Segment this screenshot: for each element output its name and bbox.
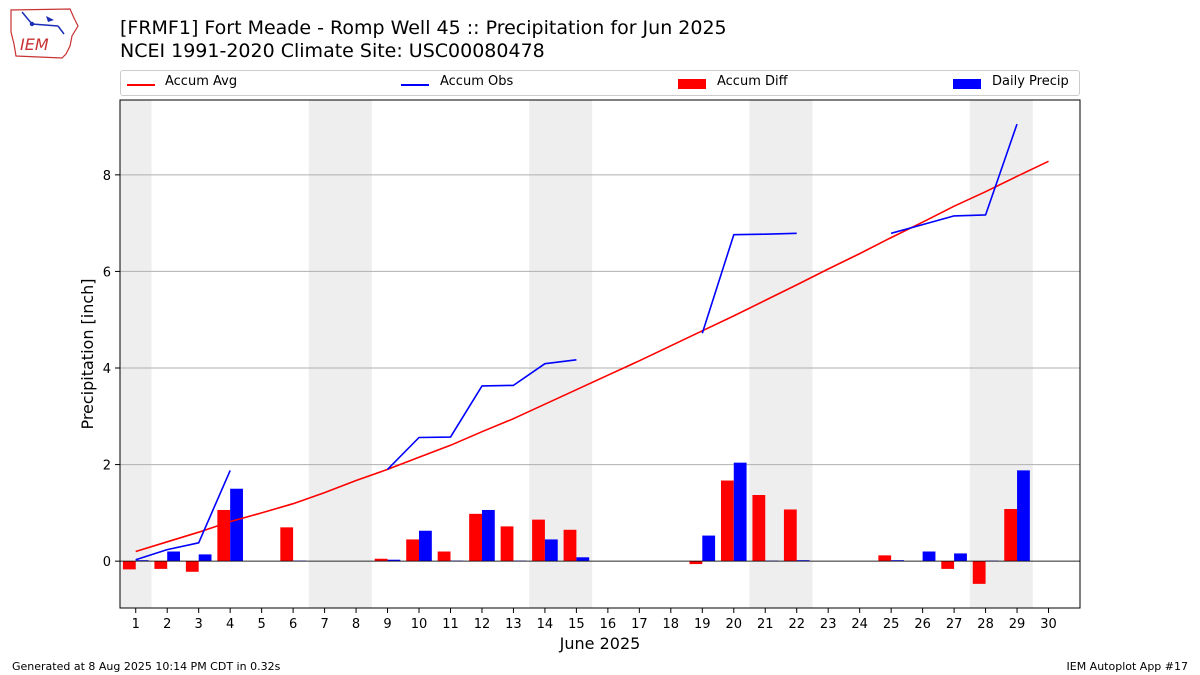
legend-line-accum-avg	[127, 84, 155, 86]
x-tick-label-17: 17	[631, 617, 648, 632]
x-tick-label-15: 15	[568, 617, 585, 632]
x-tick-label-8: 8	[352, 617, 360, 632]
x-tick-label-22: 22	[788, 617, 805, 632]
daily-bar-day-20	[733, 462, 747, 562]
x-tick-label-3: 3	[195, 617, 203, 632]
accum-avg-line	[135, 160, 1049, 553]
diff-bar-day-29	[1004, 509, 1018, 562]
daily-bar-day-22	[796, 560, 810, 562]
x-tick-label-28: 28	[977, 617, 994, 632]
diff-bar-day-27	[941, 561, 955, 569]
x-tick-label-10: 10	[411, 617, 428, 632]
legend-label-daily-precip: Daily Precip	[992, 74, 1069, 89]
iowa-map-icon: IEM	[10, 8, 79, 59]
diff-bar-day-2	[154, 561, 168, 569]
daily-bar-day-9	[387, 559, 401, 562]
x-tick-label-23: 23	[820, 617, 837, 632]
y-tick-label-2: 2	[103, 459, 111, 474]
x-tick-label-13: 13	[505, 617, 522, 632]
diff-bar-day-14	[532, 519, 545, 562]
legend-label-accum-obs: Accum Obs	[440, 74, 514, 89]
x-tick-label-30: 30	[1040, 617, 1057, 632]
legend-label-accum-avg: Accum Avg	[165, 74, 238, 89]
x-tick-label-25: 25	[883, 617, 900, 632]
x-tick-label-21: 21	[757, 617, 774, 632]
diff-bar-day-9	[374, 558, 388, 562]
x-tick-label-24: 24	[851, 617, 868, 632]
y-axis-label: Precipitation [inch]	[78, 278, 97, 429]
daily-bar-day-15	[576, 557, 590, 562]
x-tick-label-9: 9	[383, 617, 391, 632]
accum-obs-line	[135, 123, 1018, 561]
y-tick-label-4: 4	[103, 362, 111, 377]
legend-patch-accum-diff	[678, 79, 706, 89]
daily-bar-day-14	[544, 539, 558, 562]
x-tick-label-18: 18	[663, 617, 680, 632]
svg-text:IEM: IEM	[20, 35, 49, 54]
x-tick-label-27: 27	[946, 617, 963, 632]
legend-label-accum-diff: Accum Diff	[717, 74, 788, 89]
legend-patch-daily-precip	[953, 79, 981, 89]
x-tick-label-20: 20	[725, 617, 742, 632]
x-tick-label-16: 16	[600, 617, 617, 632]
daily-bar-day-25	[891, 560, 904, 562]
diff-bar-day-22	[783, 509, 797, 562]
weekend-shade-0	[120, 100, 152, 608]
y-tick-label-6: 6	[103, 265, 111, 280]
daily-bar-day-12	[481, 509, 495, 562]
diff-bar-day-6	[280, 527, 294, 562]
x-tick-label-14: 14	[537, 617, 554, 632]
diff-bar-day-13	[500, 526, 514, 562]
x-tick-label-19: 19	[694, 617, 711, 632]
footer-generated-text: Generated at 8 Aug 2025 10:14 PM CDT in …	[12, 660, 281, 673]
diff-bar-day-1	[122, 561, 136, 570]
legend-line-accum-obs	[401, 84, 429, 86]
daily-bar-day-4	[230, 488, 243, 562]
chart-title: [FRMF1] Fort Meade - Romp Well 45 :: Pre…	[120, 17, 727, 39]
chart-subtitle: NCEI 1991-2020 Climate Site: USC00080478	[120, 40, 545, 62]
x-tick-label-29: 29	[1009, 617, 1026, 632]
daily-bar-day-29	[1017, 470, 1030, 562]
y-tick-label-0: 0	[103, 555, 111, 570]
diff-bar-day-10	[406, 539, 420, 562]
x-axis-label: June 2025	[559, 634, 641, 653]
diff-bar-day-3	[185, 561, 199, 572]
diff-bar-day-4	[217, 509, 231, 562]
daily-bar-day-27	[954, 553, 967, 562]
diff-bar-day-20	[720, 480, 734, 562]
x-tick-label-11: 11	[442, 617, 459, 632]
y-tick-label-8: 8	[103, 169, 111, 184]
diff-bar-day-11	[437, 551, 451, 562]
diff-bar-day-15	[563, 529, 577, 562]
diff-bar-day-19	[689, 561, 703, 565]
plot-frame	[119, 99, 1081, 609]
diff-bar-day-21	[752, 495, 766, 562]
weekend-shade-1	[308, 100, 372, 608]
daily-bar-day-2	[167, 551, 181, 562]
diff-bar-day-28	[972, 561, 986, 584]
x-tick-label-1: 1	[132, 617, 140, 632]
x-tick-label-7: 7	[320, 617, 328, 632]
diff-bar-day-12	[469, 513, 482, 562]
daily-bar-day-1	[135, 560, 149, 562]
x-tick-label-12: 12	[474, 617, 491, 632]
x-tick-label-2: 2	[163, 617, 171, 632]
x-tick-label-4: 4	[226, 617, 234, 632]
daily-bar-day-3	[198, 554, 212, 562]
diff-bar-day-25	[878, 555, 892, 562]
x-tick-label-5: 5	[257, 617, 265, 632]
daily-bar-day-10	[419, 530, 432, 562]
iem-logo: IEM	[8, 6, 80, 60]
footer-app-text: IEM Autoplot App #17	[1066, 660, 1189, 673]
chart-legend: Accum Avg Accum Obs Accum Diff Daily Pre…	[120, 70, 1080, 96]
daily-bar-day-19	[702, 535, 716, 562]
daily-bar-day-26	[922, 551, 936, 562]
x-tick-label-6: 6	[289, 617, 297, 632]
x-tick-label-26: 26	[914, 617, 931, 632]
